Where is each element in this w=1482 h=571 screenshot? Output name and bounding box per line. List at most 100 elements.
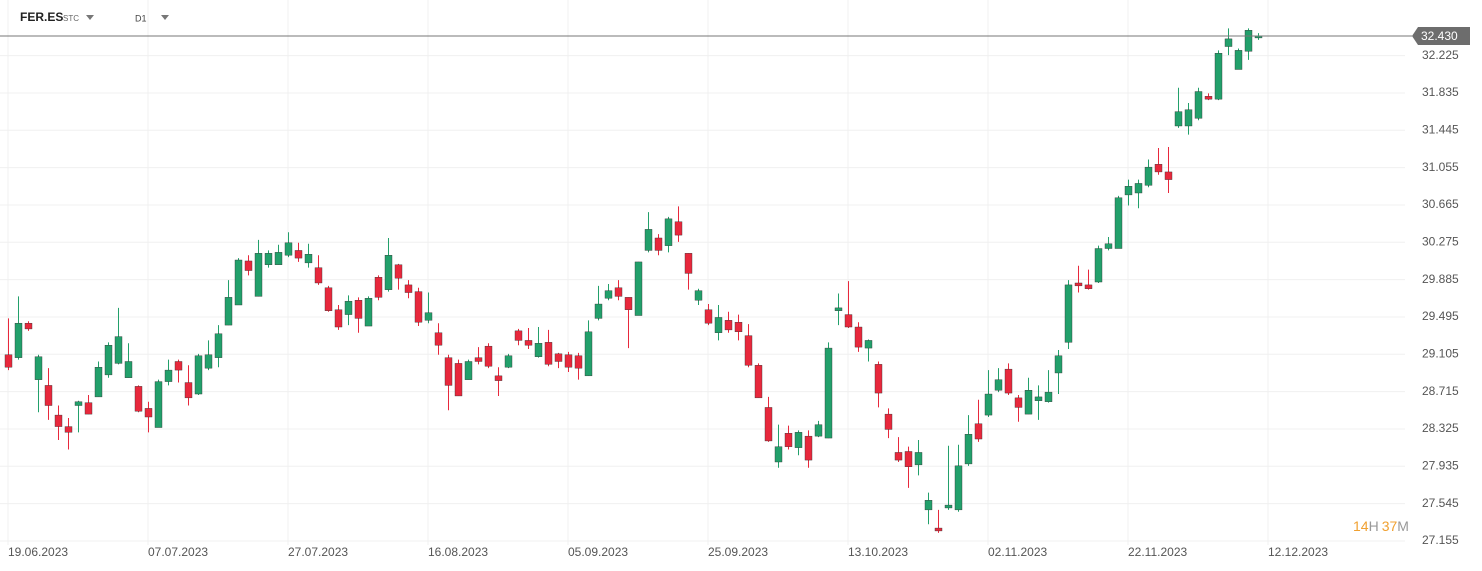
candle-body [274,252,283,265]
candle-body [1024,390,1033,415]
countdown-hours-unit: H [1369,518,1379,534]
plot: 27.155 27.545 27.935 28.325 28.715 29.105 29.4… [0,0,1470,559]
candle-body [404,284,413,293]
candle-body [1224,38,1233,47]
candle-body [854,326,863,348]
candle-body [564,354,573,368]
countdown-minutes: 37 [1382,518,1398,534]
candle-body [134,386,143,412]
candle-body [434,332,443,346]
candle-body [14,322,23,358]
candle-body [724,320,733,331]
x-tick-label: 12.12.2023 [1268,545,1328,559]
candle-body [1164,171,1173,180]
x-tick-label: 27.07.2023 [288,545,348,559]
candle-body [24,322,33,330]
candle-body [644,229,653,251]
candle-body [1214,53,1223,100]
market: STC [63,14,79,23]
candle-body [224,297,233,326]
y-tick-label: 32.225 [1422,48,1459,62]
candle-body [634,261,643,316]
candle-body [674,221,683,236]
candle-body [594,303,603,319]
x-tick-label: 05.09.2023 [568,545,628,559]
candle-body [384,255,393,290]
last-price-label: 32.430 [1421,29,1458,43]
candle-body [794,432,803,448]
candle-body [74,401,83,406]
y-tick-label: 29.885 [1422,272,1459,286]
candle-body [94,367,103,398]
candle-body [414,291,423,323]
candle-body [284,242,293,256]
candle-body [1014,397,1023,408]
candle-body [884,413,893,430]
candle-body [504,355,513,368]
candle-body [464,361,473,380]
candle-body [1134,183,1143,194]
x-tick-label: 02.11.2023 [988,545,1047,559]
candle-body [944,504,953,509]
candle-body [984,393,993,416]
candle-body [904,451,913,467]
x-tick-label: 07.07.2023 [148,545,208,559]
candle-body [174,361,183,371]
candle-body [744,335,753,366]
candle-body [1034,396,1043,401]
candle-body [814,424,823,437]
x-tick-label: 22.11.2023 [1128,545,1187,559]
countdown: 14H 37M [1353,518,1409,534]
y-tick-label: 30.275 [1422,234,1459,248]
candle-body [804,435,813,461]
candle-body [684,253,693,274]
candle-body [624,297,633,310]
candle-body [614,287,623,297]
candle-body [1144,166,1153,186]
y-tick-label: 27.155 [1422,533,1459,547]
candle-body [974,423,983,440]
candle-body [734,322,743,333]
candle-body [544,342,553,365]
candle-body [114,336,123,364]
timeframe-dropdown[interactable] [161,15,169,20]
symbol-dropdown[interactable] [86,15,94,20]
candle-body [474,357,483,362]
candle-body [864,340,873,349]
candle-body [244,260,253,271]
candle-body [964,434,973,465]
candle-body [484,345,493,367]
countdown-hours: 14 [1353,518,1369,534]
y-tick-label: 27.935 [1422,458,1459,472]
timeframe[interactable]: D1 [135,13,147,23]
candle-body [144,408,153,418]
countdown-minutes-unit: M [1397,518,1409,534]
candle-body [104,345,113,376]
y-tick-label: 28.325 [1422,421,1459,435]
candle-body [344,300,353,315]
candle-body [1004,368,1013,394]
x-tick-label: 19.06.2023 [8,545,68,559]
candle-body [1184,109,1193,127]
y-tick-label: 29.105 [1422,346,1459,360]
candle-body [124,361,133,378]
candle-body [1174,111,1183,127]
candle-body [604,290,613,299]
candle-body [214,333,223,358]
candle-body [184,382,193,399]
candle-body [34,356,43,380]
candle-body [514,330,523,341]
candle-body [774,446,783,463]
candle-body [754,365,763,399]
candle-body [764,407,773,442]
candle-body [654,237,663,251]
candle-body [354,300,363,319]
candle-body [64,426,73,433]
y-tick-label: 28.715 [1422,384,1459,398]
candle-body [1094,248,1103,283]
y-tick-label: 27.545 [1422,496,1459,510]
symbol[interactable]: FER.ES [20,10,63,24]
candle-body [914,452,923,466]
last-price-box [1412,26,1470,45]
